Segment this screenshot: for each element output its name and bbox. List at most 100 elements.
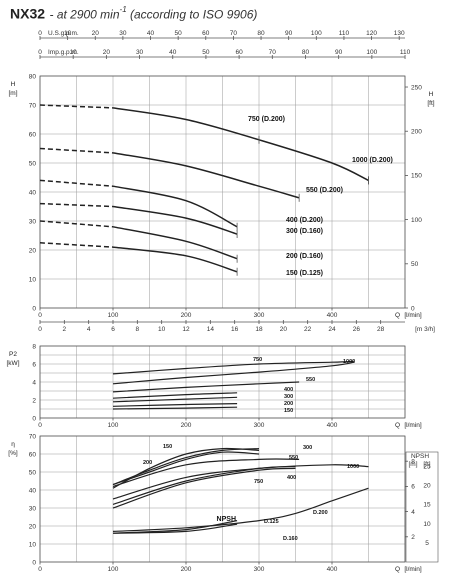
eff-curve-label: 400	[287, 475, 296, 481]
head-ft-tick-label: 0	[411, 305, 415, 312]
head-curve-label: 1000 (D.200)	[352, 157, 393, 164]
power-xtick-label: 200	[181, 422, 192, 429]
npsh-d160-label: D.160	[283, 536, 298, 542]
head-ft-tick-label: 100	[411, 217, 422, 224]
power-ytick-label: 6	[32, 361, 36, 368]
head-ft-tick-label: 200	[411, 129, 422, 136]
head-ytick-label: 40	[29, 189, 37, 196]
eff-xtick-label: 0	[38, 566, 42, 573]
power-curve-label: 200	[284, 401, 293, 407]
power-curve-1-line	[112, 361, 355, 385]
head-ylabel: H	[11, 81, 16, 88]
npsh-m-tick-label: 8	[411, 459, 415, 466]
head-ytick-label: 30	[29, 218, 37, 225]
head-curve-2-dashed	[39, 147, 114, 154]
npsh-m-tick-label: 4	[411, 509, 415, 516]
head-curve-0-solid	[112, 107, 369, 182]
head-ft-tick-label: 50	[411, 261, 419, 268]
npsh-d200-label: D.200	[313, 510, 328, 516]
head-ft-tick-label: 250	[411, 84, 422, 91]
head-curve-label: 550 (D.200)	[306, 187, 343, 194]
head-xtick-label: 400	[327, 312, 338, 319]
npsh-ft-tick-label: 20	[423, 482, 431, 489]
power-ytick-label: 0	[32, 415, 36, 422]
head-curve-3-dashed	[39, 179, 114, 187]
npsh-m-tick-label: 2	[411, 534, 415, 541]
power-xtick-label: 100	[108, 422, 119, 429]
head-xtick-label: 200	[181, 312, 192, 319]
impgpm-tick-label: 10	[70, 49, 78, 56]
eff-curve-4-line	[112, 467, 296, 509]
impgpm-tick-label: 20	[103, 49, 111, 56]
power-xlabel: Q	[395, 422, 400, 429]
speed-condition: - at 2900 min	[49, 7, 120, 22]
head-curve-4-dashed	[39, 202, 114, 208]
power-curve-label: 1000	[343, 359, 355, 365]
head-curve-label: 400 (D.200)	[286, 217, 323, 224]
eff-xtick-label: 400	[327, 566, 338, 573]
m3h-tick-label: 16	[231, 326, 239, 333]
eff-frame	[39, 435, 406, 563]
eff-xtick-label: 200	[181, 566, 192, 573]
eff-curve-label: 200	[143, 460, 152, 466]
head-xtick-label: 0	[38, 312, 42, 319]
eff-curve-7-line	[112, 487, 369, 532]
eff-ytick-label: 40	[29, 487, 37, 494]
eff-curve-label: 750	[254, 479, 263, 485]
usgpm-tick-label: 50	[175, 30, 183, 37]
head-ytick-label: 80	[29, 73, 37, 80]
head-frame	[39, 75, 406, 309]
npsh-ft-tick-label: 5	[425, 540, 429, 547]
eff-curve-9-line	[112, 523, 238, 534]
head-ytick-label: 20	[29, 247, 37, 254]
head-ytick-label: 60	[29, 131, 37, 138]
impgpm-tick-label: 80	[302, 49, 310, 56]
npsh-m-tick-label: 6	[411, 484, 415, 491]
usgpm-tick-label: 130	[394, 30, 405, 37]
usgpm-tick-label: 30	[119, 30, 127, 37]
m3h-tick-label: 24	[328, 326, 336, 333]
head-yunit: [m]	[8, 90, 17, 97]
m3h-tick-label: 8	[136, 326, 140, 333]
npsh-m-unit: [m]	[408, 461, 417, 468]
eff-xtick-label: 100	[108, 566, 119, 573]
head-curve-label: 150 (D.125)	[286, 270, 323, 277]
m3h-tick-label: 28	[377, 326, 385, 333]
m3h-tick-label: 22	[304, 326, 312, 333]
npsh-ft-tick-label: 25	[423, 463, 431, 470]
eff-curve-label: 550	[289, 455, 298, 461]
npsh-ft-tick-label: 10	[423, 521, 431, 528]
head-ytick-label: 70	[29, 102, 37, 109]
head-xunit: [l/min]	[404, 312, 422, 319]
head-xlabel: Q	[395, 312, 400, 319]
usgpm-tick-label: 90	[285, 30, 293, 37]
eff-curve-2-line	[112, 451, 260, 486]
power-curve-2-line	[112, 381, 300, 393]
power-curve-label: 400	[284, 387, 293, 393]
npsh-curve-label: NPSH	[217, 516, 236, 523]
eff-curve-5-line	[112, 466, 296, 505]
usgpm-scale-label: U.S.g.p.m.	[48, 30, 79, 37]
eff-curve-3-line	[112, 458, 300, 487]
power-curve-5-line	[112, 403, 238, 407]
power-curve-label: 750	[253, 357, 262, 363]
head-ft-unit: [ft]	[427, 100, 434, 107]
impgpm-tick-label: 40	[169, 49, 177, 56]
usgpm-tick-label: 20	[92, 30, 100, 37]
power-xtick-label: 300	[254, 422, 265, 429]
eff-ytick-label: 0	[32, 559, 36, 566]
eff-xunit: [l/min]	[404, 566, 422, 573]
power-curve-3-line	[112, 392, 238, 399]
m3h-tick-label: 26	[353, 326, 361, 333]
m3h-tick-label: 6	[111, 326, 115, 333]
eff-ytick-label: 30	[29, 505, 37, 512]
impgpm-scale-label: Imp.g.p.m.	[48, 49, 79, 56]
eff-curve-label: 300	[303, 445, 312, 451]
npsh-d125-label: D.125	[264, 519, 279, 525]
eff-curve-1-line	[112, 448, 260, 486]
head-curve-6-solid	[112, 246, 238, 273]
npsh-ft-tick-label: 15	[423, 502, 431, 509]
head-curve-5-solid	[112, 226, 238, 260]
m3h-tick-label: 20	[280, 326, 288, 333]
